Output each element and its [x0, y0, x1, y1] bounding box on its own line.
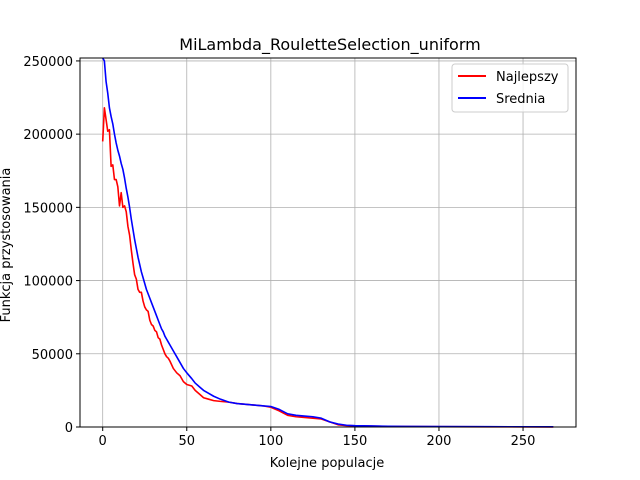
legend: Najlepszy Srednia: [451, 63, 569, 113]
x-tick-label: 250: [511, 434, 536, 449]
y-tick-label: 50000: [32, 348, 73, 363]
x-tick-label: 50: [178, 434, 195, 449]
y-tick-label: 150000: [23, 201, 73, 216]
chart-title: MiLambda_RouletteSelection_uniform: [179, 35, 480, 55]
x-axis-label: Kolejne populacje: [270, 456, 384, 471]
grid: [80, 58, 576, 428]
legend-label-srednia: Srednia: [496, 92, 545, 107]
plot-frame: [79, 57, 577, 428]
x-tick-label: 150: [342, 434, 367, 449]
y-tick-label: 200000: [23, 128, 73, 143]
series-line-srednia: [102, 57, 554, 428]
legend-label-najlepszy: Najlepszy: [496, 70, 559, 85]
x-tick-label: 100: [258, 434, 283, 449]
ticks: 0 50 100 150 200 250 0 50000 100000 150000 200000 2…: [23, 55, 535, 449]
x-tick-label: 200: [427, 434, 452, 449]
y-tick-label: 100000: [23, 275, 73, 290]
series-layer: [101, 57, 554, 428]
series-line-najlepszy: [101, 106, 554, 428]
x-tick-label: 0: [99, 434, 107, 449]
y-tick-label: 0: [65, 421, 73, 436]
y-tick-label: 250000: [23, 55, 73, 70]
y-axis-label: Funkcja przystosowania: [0, 168, 14, 323]
